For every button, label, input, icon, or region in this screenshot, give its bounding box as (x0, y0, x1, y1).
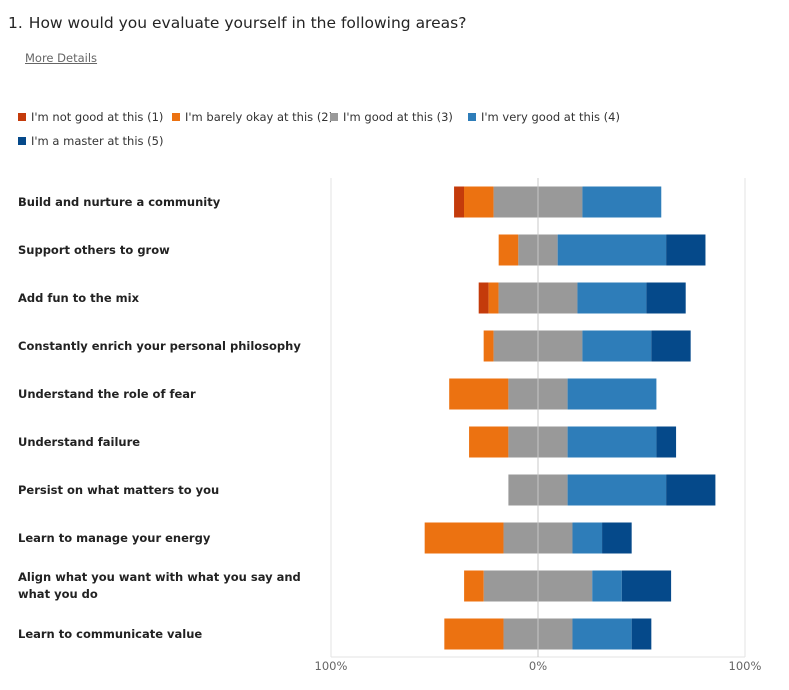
legend-item[interactable]: I'm barely okay at this (2) (172, 110, 333, 124)
legend-item[interactable]: I'm very good at this (4) (468, 110, 620, 124)
legend-label: I'm barely okay at this (2) (185, 110, 334, 124)
bar-segment (488, 282, 499, 314)
bar-segment (582, 330, 652, 362)
bar-segment (646, 282, 686, 314)
bar-segment (464, 570, 484, 602)
legend-swatch (330, 113, 338, 121)
bar-segment (656, 426, 677, 458)
category-label: Add fun to the mix (18, 290, 139, 305)
x-tick-label: 0% (529, 659, 547, 673)
bar-segment (651, 330, 691, 362)
legend-swatch (18, 113, 26, 121)
category-label: Understand failure (18, 434, 141, 449)
bar-segment (454, 186, 464, 218)
legend-item[interactable]: I'm a master at this (5) (18, 134, 163, 148)
legend-label: I'm not good at this (1) (31, 110, 164, 124)
legend-label: I'm a master at this (5) (31, 134, 164, 148)
x-tick-label: 100% (315, 659, 348, 673)
bar-segment (498, 234, 519, 266)
category-label: Learn to communicate value (18, 626, 203, 641)
legend-item[interactable]: I'm good at this (3) (330, 110, 453, 124)
legend-swatch (18, 137, 26, 145)
bar-segment (483, 330, 494, 362)
bar-segment (567, 474, 667, 506)
bar-segment (666, 474, 716, 506)
category-label: Understand the role of fear (18, 386, 196, 401)
category-label: Align what you want with what you say an… (18, 570, 301, 601)
bar-segment (621, 570, 672, 602)
legend-label: I'm very good at this (4) (481, 110, 620, 124)
bar-segment (557, 234, 667, 266)
bar-segment (469, 426, 509, 458)
legend-item[interactable]: I'm not good at this (1) (18, 110, 163, 124)
bar-segment (424, 522, 504, 554)
question-title: 1. How would you evaluate yourself in the… (8, 14, 466, 32)
bar-segment (602, 522, 632, 554)
bar-segment (666, 234, 706, 266)
legend-label: I'm good at this (3) (343, 110, 453, 124)
bar-segment (631, 618, 652, 650)
bar-segment (582, 186, 662, 218)
bar-segment (567, 426, 657, 458)
bar-segment (478, 282, 489, 314)
bar-segment (463, 186, 494, 218)
category-label: Constantly enrich your personal philosop… (18, 338, 301, 353)
bar-segment (572, 618, 632, 650)
category-label: Support others to grow (18, 242, 170, 257)
legend-swatch (468, 113, 476, 121)
category-label: Persist on what matters to you (18, 482, 220, 497)
bar-segment (577, 282, 647, 314)
bar-segment (567, 378, 657, 410)
bar-segment (449, 378, 509, 410)
category-label: Learn to manage your energy (18, 530, 211, 545)
bar-segment (592, 570, 622, 602)
question-number: 1. (8, 14, 23, 32)
bar-segment (444, 618, 504, 650)
category-label: Build and nurture a community (18, 194, 221, 209)
legend-swatch (172, 113, 180, 121)
x-tick-label: 100% (729, 659, 762, 673)
bar-segment (572, 522, 603, 554)
more-details-link[interactable]: More Details (25, 51, 98, 65)
question-text: How would you evaluate yourself in the f… (28, 14, 467, 32)
